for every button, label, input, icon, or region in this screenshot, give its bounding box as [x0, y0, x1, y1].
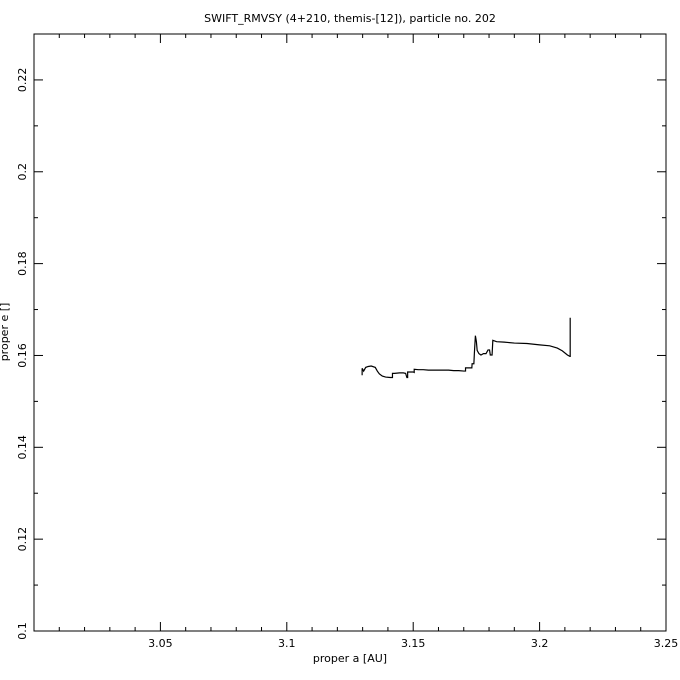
y-tick-label: 0.1: [16, 622, 29, 640]
y-tick-label: 0.18: [16, 251, 29, 276]
x-tick-label: 3.05: [148, 637, 173, 650]
y-tick-label: 0.2: [16, 163, 29, 181]
x-tick-label: 3.25: [654, 637, 679, 650]
chart-title: SWIFT_RMVSY (4+210, themis-[12]), partic…: [204, 12, 496, 25]
y-tick-label: 0.16: [16, 343, 29, 368]
y-axis-label: proper e []: [0, 303, 11, 362]
x-tick-label: 3.15: [401, 637, 426, 650]
y-tick-label: 0.12: [16, 527, 29, 552]
x-tick-label: 3.2: [531, 637, 549, 650]
x-axis-label: proper a [AU]: [313, 652, 387, 665]
y-tick-label: 0.14: [16, 435, 29, 460]
series-line-0: [361, 317, 571, 379]
y-tick-label: 0.22: [16, 68, 29, 93]
plot-frame: [33, 33, 667, 632]
axis-ticks: [33, 33, 667, 632]
series-layer: [361, 317, 571, 379]
axis-tick-labels: 3.05 3.1 3.15 3.2 3.25 0.1 0.12 0.14 0.16 0.18 0.2…: [16, 68, 678, 650]
x-tick-label: 3.1: [278, 637, 296, 650]
